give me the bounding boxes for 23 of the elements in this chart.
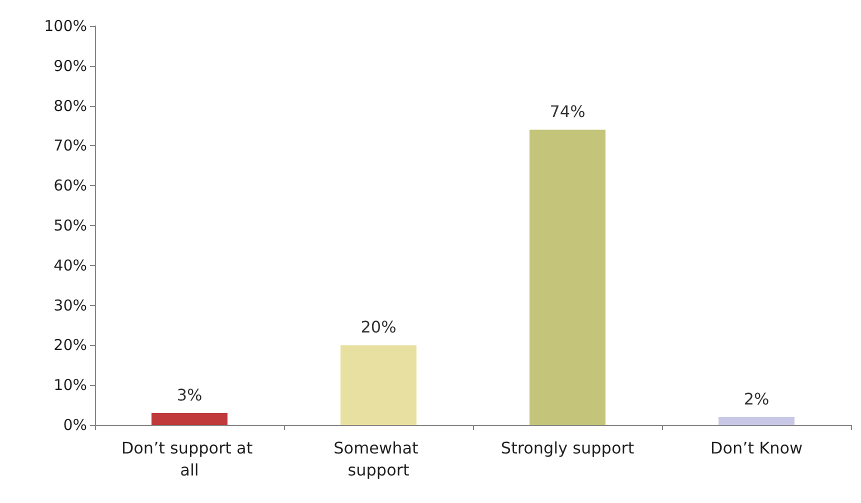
y-tick-label: 60%	[54, 176, 87, 195]
y-tick-label: 10%	[54, 376, 87, 394]
y-tick-label: 0%	[63, 416, 87, 434]
bar	[530, 130, 606, 425]
data-label: 74%	[550, 102, 586, 122]
data-label: 2%	[744, 390, 770, 409]
bar	[340, 345, 416, 425]
bar	[152, 413, 228, 425]
y-tick-label: 20%	[54, 336, 87, 354]
y-tick-label: 80%	[54, 96, 87, 115]
bar	[718, 417, 794, 425]
y-tick-label: 30%	[54, 296, 87, 314]
y-tick-label: 70%	[54, 136, 87, 155]
y-tick-label: 50%	[54, 216, 87, 234]
y-tick-label: 90%	[54, 56, 87, 75]
x-tick-label: Somewhat support	[334, 438, 424, 480]
x-tick-label: Don’t support at all	[121, 438, 258, 480]
x-tick-label: Don’t Know	[710, 438, 803, 458]
x-tick-label: Strongly support	[500, 438, 634, 458]
data-label: 3%	[176, 386, 202, 405]
data-label: 20%	[360, 318, 396, 337]
y-tick-label: 40%	[54, 256, 87, 274]
y-tick-label: 100%	[44, 17, 87, 35]
